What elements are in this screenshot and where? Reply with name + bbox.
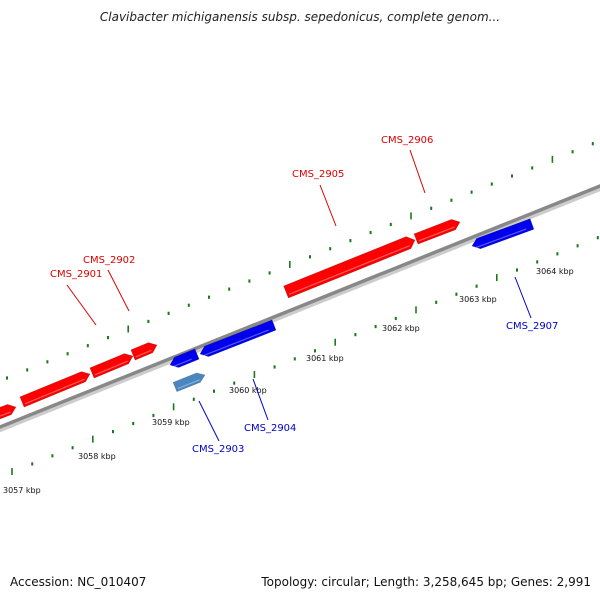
gene-arrow-cms-2907 bbox=[471, 218, 535, 250]
gene-arrow-cms-2903 bbox=[169, 348, 200, 368]
gene-arrow-cms-2902-highlight bbox=[94, 360, 128, 376]
leader-line-cms-2902 bbox=[107, 269, 130, 312]
leader-line-cms-2906 bbox=[409, 149, 426, 194]
kbp-scale-label: 3064 kbp bbox=[536, 267, 574, 276]
leader-line-cms-2901 bbox=[66, 284, 97, 326]
accession-text: Accession: NC_010407 bbox=[10, 575, 147, 589]
gene-label-cms-2907: CMS_2907 bbox=[506, 321, 558, 332]
leader-line-cms-2905 bbox=[319, 184, 337, 227]
gene-arrow-cms-2906 bbox=[413, 219, 461, 245]
gene-arrow-cms-2905-highlight bbox=[288, 245, 410, 295]
backbone-shadow bbox=[0, 184, 600, 433]
leader-line-cms-2904 bbox=[252, 378, 269, 421]
gene-label-cms-2903: CMS_2903 bbox=[192, 444, 244, 455]
leader-line-cms-2903 bbox=[198, 400, 220, 442]
kbp-scale-label: 3058 kbp bbox=[78, 452, 116, 461]
gene-label-cms-2905: CMS_2905 bbox=[292, 169, 344, 180]
feature-box bbox=[172, 372, 206, 392]
kbp-scale-label: 3060 kbp bbox=[229, 386, 267, 395]
backbone bbox=[0, 184, 600, 429]
genome-summary-text: Topology: circular; Length: 3,258,645 bp… bbox=[261, 575, 591, 589]
kbp-scale-label: 3062 kbp bbox=[382, 324, 420, 333]
gene-arrow-cms-2900-highlight bbox=[0, 411, 11, 417]
gene-label-cms-2902: CMS_2902 bbox=[83, 255, 135, 266]
gene-arrow-cms-2901-highlight bbox=[24, 378, 85, 405]
gene-arrow-cms-2904 bbox=[199, 319, 277, 357]
kbp-scale-label: 3063 kbp bbox=[459, 295, 497, 304]
gene-arrow-cms-2903-highlight bbox=[172, 358, 192, 368]
gene-label-cms-2906: CMS_2906 bbox=[381, 135, 433, 146]
gene-arrow-cms-2901 bbox=[19, 371, 91, 408]
gene-arrow-cms-2907-highlight bbox=[474, 228, 527, 249]
kbp-scale-label: 3061 kbp bbox=[306, 354, 344, 363]
gene-label-cms-2904: CMS_2904 bbox=[244, 423, 296, 434]
leader-line-cms-2907 bbox=[514, 276, 532, 319]
gene-arrow-cms-2906-highlight bbox=[418, 226, 455, 242]
gene-arrow-cms-2902b-highlight bbox=[135, 349, 152, 358]
gene-arrow-cms-2902 bbox=[89, 353, 134, 379]
kbp-scale-label: 3057 kbp bbox=[3, 486, 41, 495]
gene-label-cms-2901: CMS_2901 bbox=[50, 269, 102, 280]
gene-arrow-cms-2902b bbox=[130, 342, 158, 361]
kbp-scale-label: 3059 kbp bbox=[152, 418, 190, 427]
feature-box-highlight bbox=[177, 379, 200, 390]
gene-arrow-cms-2900 bbox=[0, 404, 17, 420]
gene-arrow-cms-2905 bbox=[283, 236, 416, 299]
map-title: Clavibacter michiganensis subsp. sepedon… bbox=[99, 10, 501, 24]
gene-arrow-cms-2904-highlight bbox=[202, 329, 269, 357]
